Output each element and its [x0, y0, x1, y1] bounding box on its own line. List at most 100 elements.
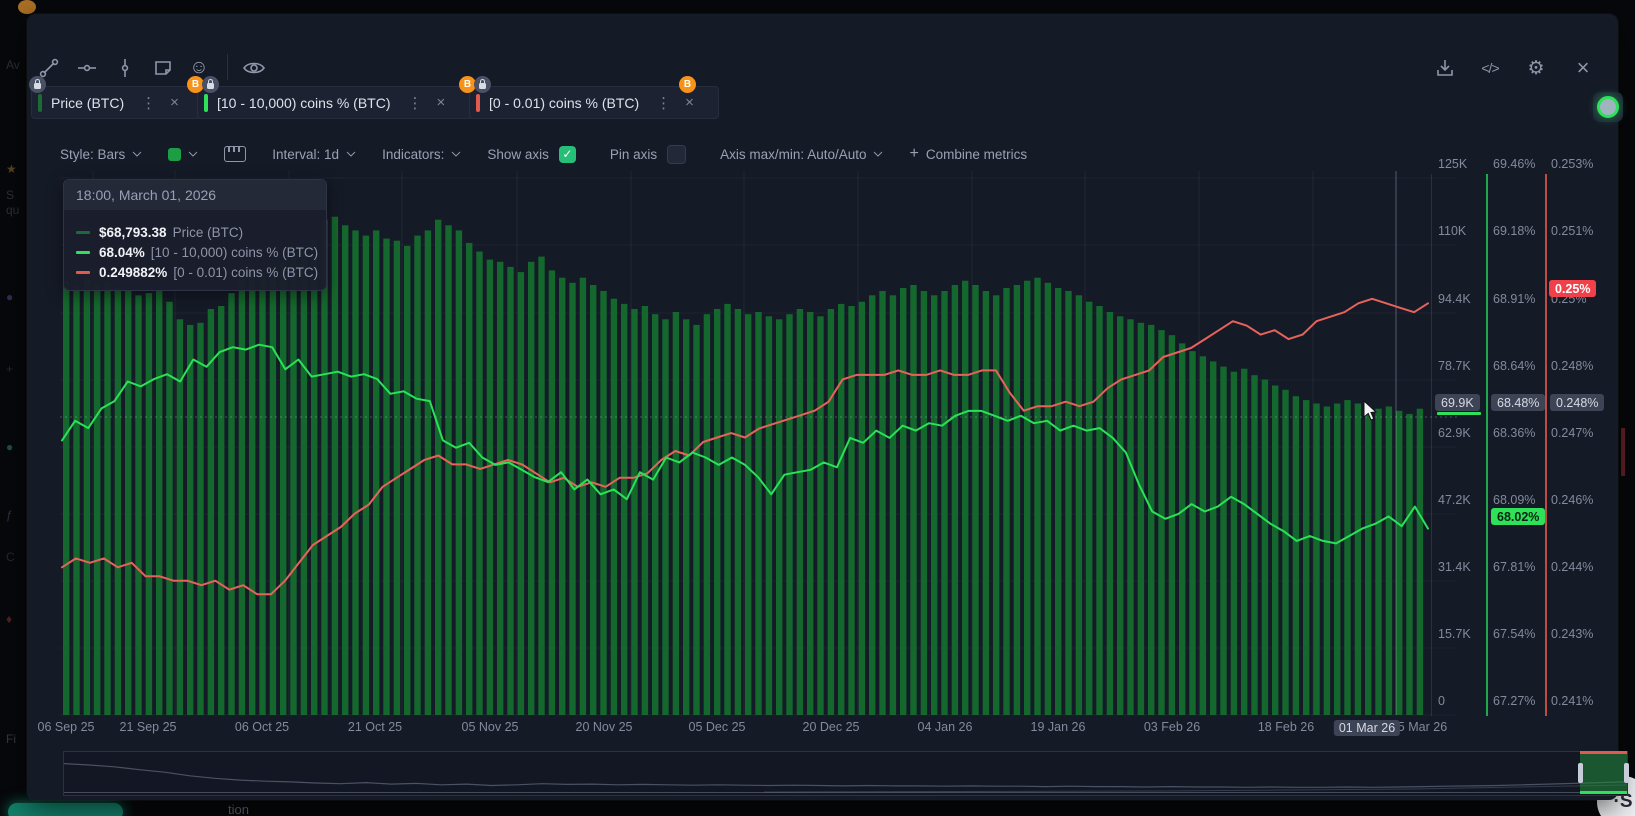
tab-10-10000-coins[interactable]: [10 - 10,000) coins % (BTC) ⋮ × [197, 86, 473, 119]
status-indicator-button[interactable] [1593, 92, 1623, 122]
axis-tick-label: 69.18% [1493, 224, 1536, 238]
price-bar [559, 277, 566, 715]
price-bar [931, 295, 938, 715]
price-bar [166, 301, 173, 715]
navigator-left-handle[interactable] [1578, 763, 1583, 783]
close-window-icon[interactable]: × [1576, 55, 1590, 80]
price-bar [600, 291, 607, 715]
style-dropdown[interactable]: Style: Bars [60, 147, 142, 162]
mouse-cursor [1363, 400, 1378, 421]
trend-line-tool-icon[interactable] [35, 54, 63, 82]
series-dash-icon [76, 231, 90, 234]
date-axis-label: 20 Dec 25 [802, 720, 860, 734]
axis-tick-label: 0.246% [1551, 493, 1594, 507]
ruler-icon [224, 146, 247, 162]
interval-dropdown-label: Interval: 1d [272, 146, 340, 162]
tab-close-icon[interactable]: × [170, 94, 179, 111]
price-bar [1282, 389, 1289, 715]
background-sidebar-glyph: ● [6, 440, 14, 454]
combine-metrics-button[interactable]: + Combine metrics [909, 145, 1027, 163]
price-bar [1086, 301, 1093, 715]
price-bar [445, 225, 452, 716]
axis-tick-label: 0.251% [1551, 224, 1594, 238]
price-bar [135, 295, 142, 715]
price-bar [951, 285, 959, 715]
background-sidebar-glyph: C [6, 550, 15, 564]
background-sidebar-glyph: Fi [6, 732, 16, 746]
tab-close-icon[interactable]: × [436, 94, 446, 111]
tab-close-icon[interactable]: × [685, 94, 694, 111]
pin-axis-checkbox[interactable] [667, 144, 687, 164]
navigator-selection-window[interactable] [1578, 751, 1629, 794]
axis-maxmin-dropdown[interactable]: Axis max/min: Auto/Auto [720, 147, 883, 162]
show-axis-label: Show axis [487, 146, 549, 162]
toolbar-divider [227, 54, 228, 80]
date-axis-label: 05 Dec 25 [688, 720, 746, 734]
pin-axis-toggle[interactable]: Pin axis [610, 144, 687, 164]
series-dash-icon [76, 251, 90, 254]
price-bar [238, 277, 246, 715]
price-bar [962, 280, 969, 715]
date-axis-label: 19 Jan 26 [1030, 720, 1086, 734]
price-bar [827, 309, 835, 715]
date-axis-label: 05 Nov 25 [461, 720, 519, 734]
tab-price-btc[interactable]: Price (BTC) ⋮ × [31, 86, 201, 119]
navigator-right-handle[interactable] [1624, 763, 1629, 783]
axis-tick-label: 0.243% [1551, 627, 1594, 641]
axis-scale-toggle[interactable] [224, 146, 247, 162]
bar-color-dropdown[interactable] [168, 147, 198, 161]
note-tool-icon[interactable] [149, 54, 177, 82]
axis-tick-label: 110K [1438, 224, 1467, 238]
style-dropdown-label: Style: Bars [60, 146, 126, 162]
tab-0-001-coins[interactable]: [0 - 0.01) coins % (BTC) ⋮ × [469, 86, 719, 119]
price-bar [94, 282, 101, 715]
horizontal-line-tool-icon[interactable] [73, 54, 101, 82]
color-swatch [168, 147, 182, 161]
code-embed-icon[interactable]: </> [1481, 60, 1499, 76]
chart-window: ☺ </> ⚙ × Price (BTC) ⋮ × [10 - 10,000) … [27, 14, 1629, 800]
show-axis-checkbox[interactable]: ✓ [558, 145, 576, 163]
tab-menu-icon[interactable]: ⋮ [407, 94, 423, 112]
download-icon[interactable] [1431, 54, 1459, 82]
price-bar [1365, 406, 1372, 715]
crosshair-green-badge: 68.48% [1491, 394, 1546, 411]
price-bar [920, 291, 928, 715]
background-partial-text: tion [228, 802, 249, 816]
series-dash-icon [76, 271, 90, 274]
axis-tick-label: 67.27% [1493, 694, 1536, 708]
tooltip-series-label: [0 - 0.01) coins % (BTC) [173, 265, 319, 280]
green-axis-line [1486, 174, 1488, 716]
price-bar [1158, 330, 1165, 715]
main-chart-plot[interactable] [60, 171, 1457, 719]
price-bar [610, 298, 618, 715]
indicators-dropdown[interactable]: Indicators: [382, 147, 461, 162]
price-bar [249, 270, 256, 715]
axis-tick-label: 0.253% [1551, 157, 1594, 171]
price-bar [1003, 288, 1010, 715]
tab-menu-icon[interactable]: ⋮ [656, 94, 672, 112]
tab-menu-icon[interactable]: ⋮ [141, 94, 157, 112]
price-bar [1344, 400, 1351, 715]
price-bar [1168, 335, 1176, 715]
navigator-minimap [63, 763, 1628, 793]
price-bar [1292, 396, 1300, 715]
show-axis-toggle[interactable]: Show axis ✓ [487, 145, 576, 163]
emoji-tool-icon[interactable]: ☺ [189, 57, 209, 78]
price-bar [228, 293, 235, 715]
visibility-eye-icon[interactable] [240, 54, 268, 82]
bitcoin-badge-icon: B [679, 76, 696, 93]
price-bar [342, 225, 349, 716]
interval-dropdown[interactable]: Interval: 1d [272, 147, 356, 162]
range-navigator[interactable] [63, 751, 1629, 796]
axis-tick-label: 68.36% [1493, 426, 1536, 440]
bitcoin-badge-icon: B [459, 76, 476, 93]
settings-gear-icon[interactable]: ⚙ [1527, 57, 1545, 79]
price-bar [476, 251, 483, 715]
price-bar [1261, 379, 1269, 715]
price-bar [104, 280, 111, 715]
price-bar [207, 309, 215, 715]
price-bar [569, 282, 576, 715]
vertical-line-tool-icon[interactable] [111, 54, 139, 82]
price-bar [693, 324, 700, 715]
price-bar [507, 266, 514, 715]
